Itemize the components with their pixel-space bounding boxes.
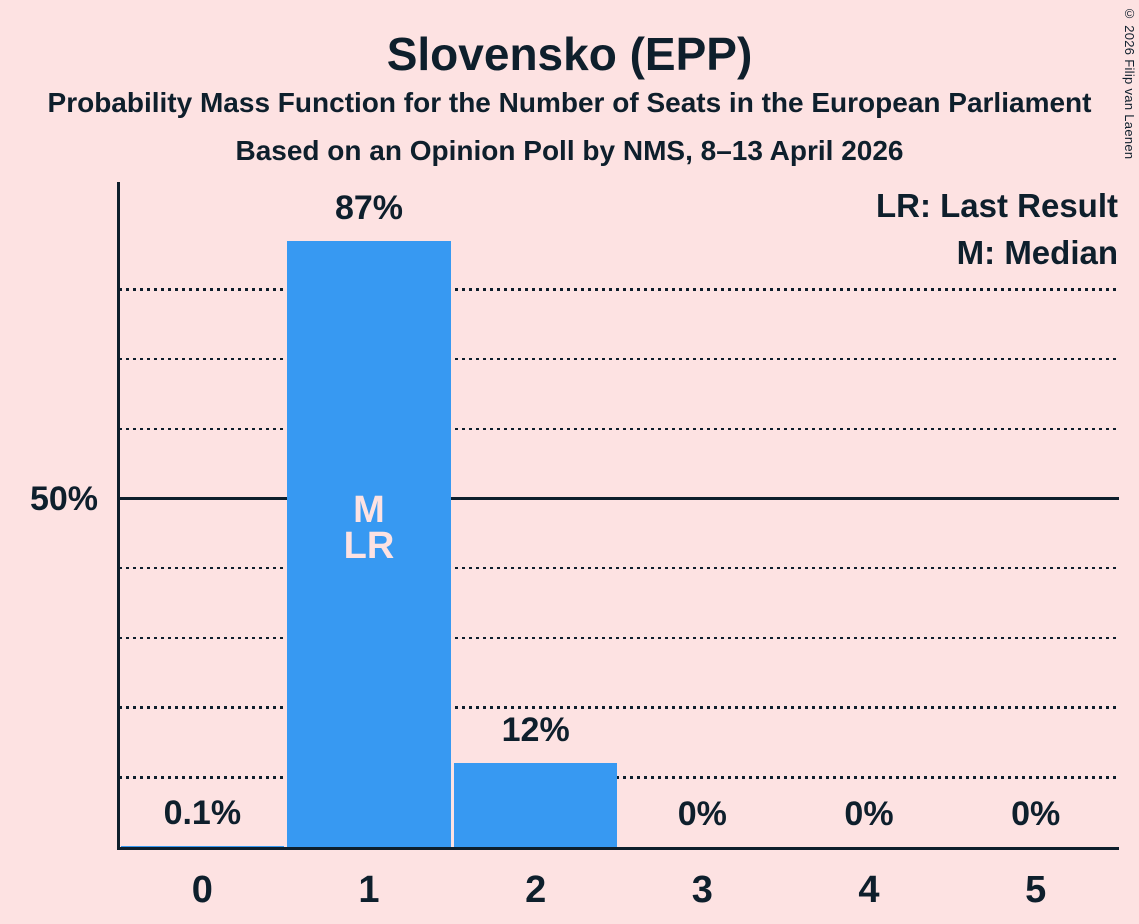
legend-last-result: LR: Last Result (875, 187, 1118, 224)
x-tick-label: 5 (1025, 869, 1047, 911)
bar (453, 763, 618, 847)
gridline-dotted (119, 706, 1119, 709)
bar-value-label: 87% (334, 188, 404, 227)
x-tick-label: 3 (691, 869, 713, 911)
x-tick-label: 2 (525, 869, 547, 911)
x-tick-label: 0 (191, 869, 213, 911)
bar (287, 240, 451, 847)
bar-value-label: 0% (1011, 795, 1061, 833)
x-tick-label: 1 (358, 869, 380, 911)
gridline-dotted (119, 427, 1119, 431)
bar-annotation-median-lastresult: M LR (343, 488, 395, 567)
gridline-dotted (119, 566, 1119, 570)
gridline-dotted (119, 288, 1119, 291)
gridline-dotted (119, 776, 1119, 779)
chart-title: Slovensko (EPP) (386, 28, 753, 80)
gridline-solid (119, 497, 1119, 500)
legend-median: M: Median (956, 234, 1118, 271)
gridline-dotted (119, 636, 1119, 640)
legend: LR: Last Result M: Median (876, 182, 1118, 276)
copyright-text: © 2026 Filip van Laenen (1122, 6, 1137, 160)
x-tick-label: 4 (858, 869, 880, 911)
chart-subtitle: Probability Mass Function for the Number… (47, 87, 1092, 118)
x-axis-line (117, 847, 1119, 850)
y-axis-line (117, 182, 120, 850)
bar-value-label: 0% (677, 795, 727, 833)
y-axis-tick-label: 50% (29, 480, 98, 518)
bar-value-label: 12% (501, 711, 570, 750)
bar-value-label: 0.1% (163, 794, 242, 833)
gridline-dotted (119, 357, 1119, 361)
chart-subtitle-poll-info: Based on an Opinion Poll by NMS, 8–13 Ap… (235, 135, 904, 166)
bar (120, 846, 285, 847)
bar-value-label: 0% (844, 795, 894, 833)
